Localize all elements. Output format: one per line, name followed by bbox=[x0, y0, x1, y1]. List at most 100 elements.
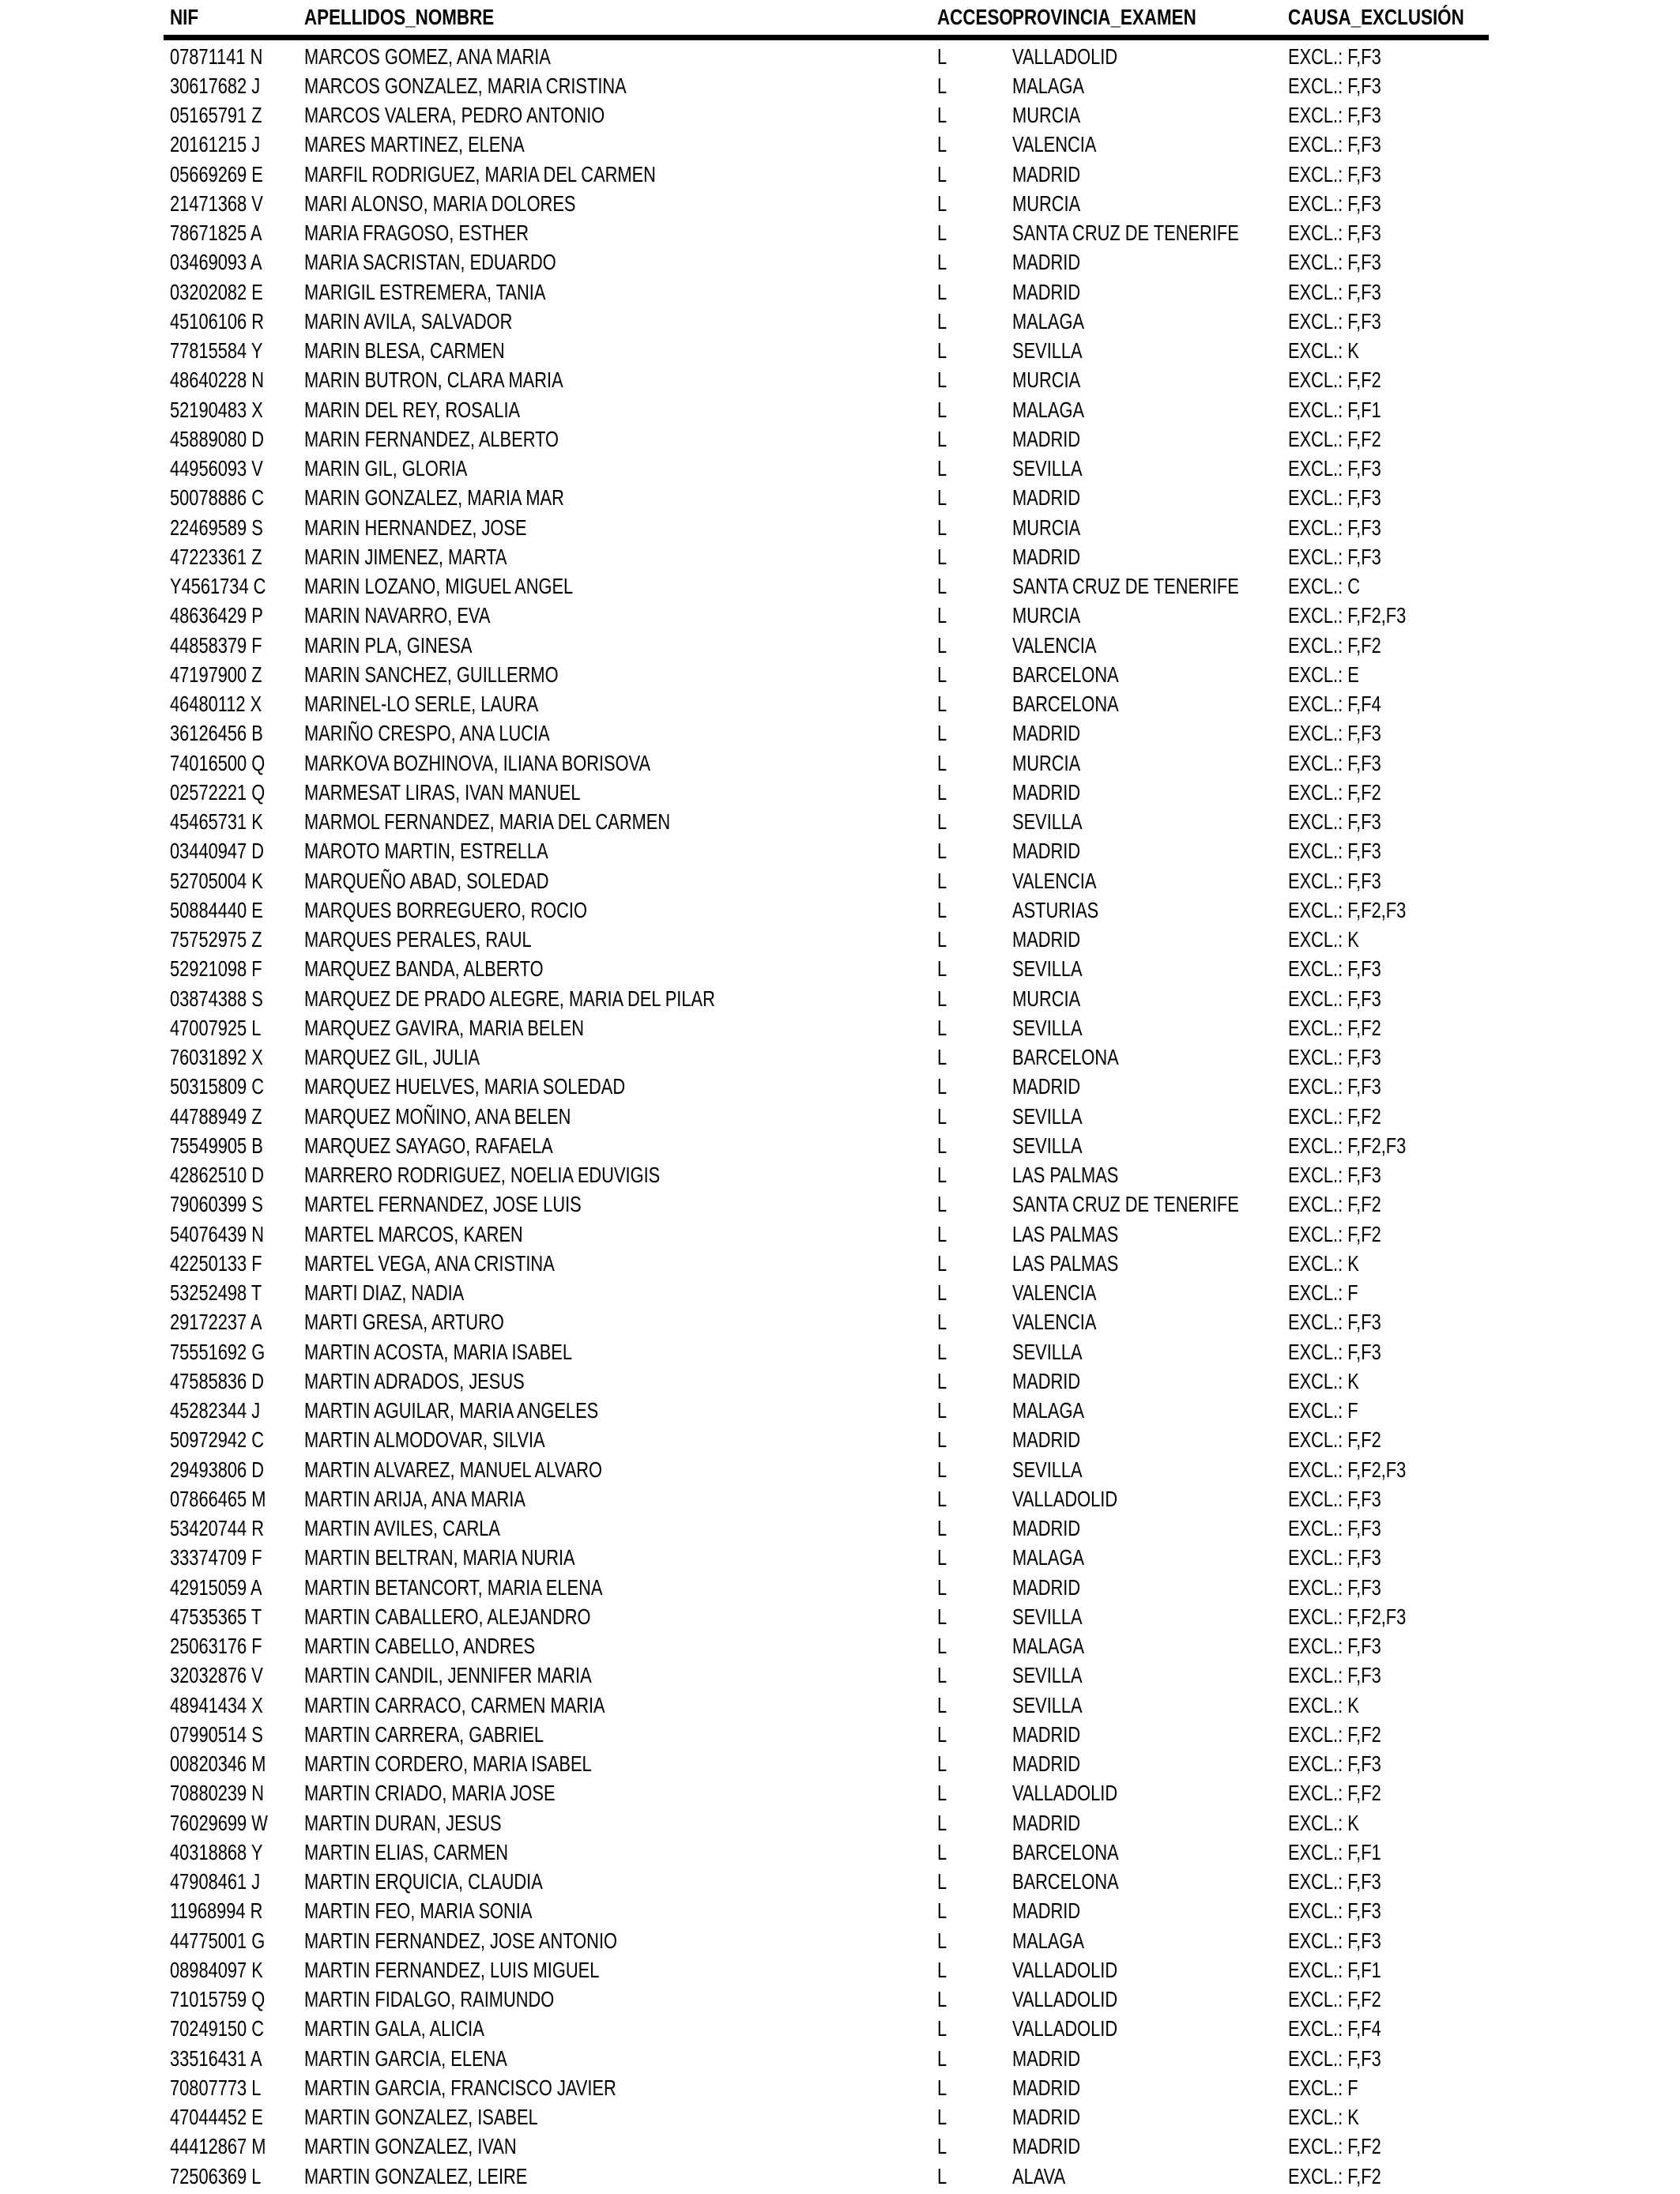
acceso-cell: L bbox=[937, 1692, 947, 1717]
nif-cell: 11968994 R bbox=[170, 1898, 263, 1924]
acceso-cell: L bbox=[937, 368, 947, 393]
table-row: 77815584 Y MARIN BLESA, CARMEN L SEVILLA… bbox=[170, 337, 1680, 366]
causa-exclusion-cell: EXCL.: F,F3 bbox=[1288, 1163, 1381, 1188]
acceso-cell: L bbox=[937, 1634, 947, 1659]
provincia-examen-cell: SEVILLA bbox=[1012, 956, 1083, 982]
provincia-examen-cell: VALLADOLID bbox=[1012, 1781, 1118, 1806]
apellidos-nombre-cell: MARTIN CABELLO, ANDRES bbox=[304, 1634, 536, 1659]
acceso-cell: L bbox=[937, 1457, 947, 1482]
apellidos-nombre-cell: MARIGIL ESTREMERA, TANIA bbox=[304, 279, 546, 304]
nif-cell: 45465731 K bbox=[170, 809, 263, 835]
provincia-examen-cell: VALENCIA bbox=[1012, 868, 1097, 893]
provincia-examen-cell: MADRID bbox=[1012, 279, 1081, 304]
apellidos-nombre-cell: MARCOS GOMEZ, ANA MARIA bbox=[304, 43, 551, 69]
nif-cell: 53420744 R bbox=[170, 1516, 265, 1541]
nif-cell: 50884440 E bbox=[170, 897, 263, 922]
causa-exclusion-cell: EXCL.: F,F3 bbox=[1288, 515, 1381, 540]
table-row: 45282344 J MARTIN AGUILAR, MARIA ANGELES… bbox=[170, 1397, 1680, 1426]
nif-cell: 50972942 C bbox=[170, 1427, 265, 1453]
acceso-cell: L bbox=[937, 839, 947, 864]
acceso-cell: L bbox=[937, 574, 947, 599]
acceso-cell: L bbox=[937, 485, 947, 511]
nif-cell: 33374709 F bbox=[170, 1545, 262, 1570]
apellidos-nombre-cell: MARTEL FERNANDEZ, JOSE LUIS bbox=[304, 1192, 582, 1217]
apellidos-nombre-cell: MARTIN FERNANDEZ, JOSE ANTONIO bbox=[304, 1928, 618, 1953]
acceso-cell: L bbox=[937, 132, 947, 157]
causa-exclusion-cell: EXCL.: F,F4 bbox=[1288, 2016, 1381, 2041]
apellidos-nombre-cell: MARFIL RODRIGUEZ, MARIA DEL CARMEN bbox=[304, 161, 656, 187]
provincia-examen-cell: MURCIA bbox=[1012, 190, 1081, 216]
table-row: 42862510 D MARRERO RODRIGUEZ, NOELIA EDU… bbox=[170, 1161, 1680, 1190]
table-row: 47535365 T MARTIN CABALLERO, ALEJANDRO L… bbox=[170, 1602, 1680, 1631]
nif-cell: 44412867 M bbox=[170, 2134, 266, 2159]
provincia-examen-cell: MADRID bbox=[1012, 721, 1081, 746]
provincia-examen-cell: MADRID bbox=[1012, 1574, 1081, 1600]
nif-cell: 00820346 M bbox=[170, 1751, 266, 1777]
table-row: 79060399 S MARTEL FERNANDEZ, JOSE LUIS L… bbox=[170, 1190, 1680, 1220]
causa-exclusion-cell: EXCL.: F,F2,F3 bbox=[1288, 897, 1407, 922]
table-row: 50315809 C MARQUEZ HUELVES, MARIA SOLEDA… bbox=[170, 1072, 1680, 1102]
table-row: 72506369 L MARTIN GONZALEZ, LEIRE L ALAV… bbox=[170, 2162, 1680, 2191]
apellidos-nombre-cell: MARTIN CABALLERO, ALEJANDRO bbox=[304, 1604, 591, 1629]
apellidos-nombre-cell: MARIN JIMENEZ, MARTA bbox=[304, 544, 507, 569]
causa-exclusion-cell: EXCL.: F,F3 bbox=[1288, 485, 1381, 511]
apellidos-nombre-cell: MARTIN DURAN, JESUS bbox=[304, 1810, 502, 1835]
acceso-cell: L bbox=[937, 750, 947, 775]
acceso-cell: L bbox=[937, 986, 947, 1011]
acceso-cell: L bbox=[937, 1310, 947, 1335]
nif-cell: 22469589 S bbox=[170, 515, 263, 540]
provincia-examen-cell: ASTURIAS bbox=[1012, 897, 1099, 922]
apellidos-nombre-cell: MARTIN GONZALEZ, LEIRE bbox=[304, 2163, 528, 2188]
apellidos-nombre-cell: MARES MARTINEZ, ELENA bbox=[304, 132, 525, 157]
provincia-examen-cell: MADRID bbox=[1012, 2045, 1081, 2071]
acceso-cell: L bbox=[937, 1604, 947, 1629]
causa-exclusion-cell: EXCL.: F,F3 bbox=[1288, 1545, 1381, 1570]
apellidos-nombre-cell: MARINEL-LO SERLE, LAURA bbox=[304, 692, 539, 717]
table-row: 52190483 X MARIN DEL REY, ROSALIA L MALA… bbox=[170, 395, 1680, 424]
table-row: 48636429 P MARIN NAVARRO, EVA L MURCIA E… bbox=[170, 601, 1680, 631]
causa-exclusion-cell: EXCL.: F,F1 bbox=[1288, 397, 1381, 422]
provincia-examen-cell: MURCIA bbox=[1012, 368, 1081, 393]
acceso-cell: L bbox=[937, 2105, 947, 2130]
apellidos-nombre-cell: MARQUEZ HUELVES, MARIA SOLEDAD bbox=[304, 1074, 626, 1099]
apellidos-nombre-cell: MARTIN FEO, MARIA SONIA bbox=[304, 1898, 533, 1924]
acceso-cell: L bbox=[937, 1250, 947, 1276]
nif-cell: 02572221 Q bbox=[170, 779, 266, 805]
causa-exclusion-cell: EXCL.: F,F2,F3 bbox=[1288, 603, 1407, 628]
provincia-examen-cell: MADRID bbox=[1012, 250, 1081, 275]
provincia-examen-cell: MADRID bbox=[1012, 1898, 1081, 1924]
acceso-cell: L bbox=[937, 1810, 947, 1835]
acceso-cell: L bbox=[937, 1721, 947, 1747]
table-row: 44412867 M MARTIN GONZALEZ, IVAN L MADRI… bbox=[170, 2132, 1680, 2162]
nif-cell: 40318868 Y bbox=[170, 1839, 263, 1864]
nif-cell: 76029699 W bbox=[170, 1810, 268, 1835]
causa-exclusion-cell: EXCL.: F,F3 bbox=[1288, 1310, 1381, 1335]
apellidos-nombre-cell: MARTIN CARRERA, GABRIEL bbox=[304, 1721, 544, 1747]
causa-exclusion-cell: EXCL.: F,F3 bbox=[1288, 43, 1381, 69]
table-row: 25063176 F MARTIN CABELLO, ANDRES L MALA… bbox=[170, 1632, 1680, 1661]
provincia-examen-cell: MALAGA bbox=[1012, 1928, 1085, 1953]
table-row: 47908461 J MARTIN ERQUICIA, CLAUDIA L BA… bbox=[170, 1868, 1680, 1897]
causa-exclusion-cell: EXCL.: F bbox=[1288, 1398, 1358, 1423]
provincia-examen-cell: MADRID bbox=[1012, 161, 1081, 187]
causa-exclusion-cell: EXCL.: F,F2 bbox=[1288, 2163, 1381, 2188]
nif-cell: 45106106 R bbox=[170, 308, 265, 334]
causa-exclusion-cell: EXCL.: F bbox=[1288, 2075, 1358, 2100]
nif-cell: 53252498 T bbox=[170, 1280, 262, 1306]
causa-exclusion-cell: EXCL.: K bbox=[1288, 927, 1359, 952]
provincia-examen-cell: VALENCIA bbox=[1012, 132, 1097, 157]
acceso-cell: L bbox=[937, 1192, 947, 1217]
apellidos-nombre-cell: MARIA FRAGOSO, ESTHER bbox=[304, 221, 529, 246]
column-header-acceso: ACCESO bbox=[937, 4, 1013, 29]
apellidos-nombre-cell: MARTIN GARCIA, ELENA bbox=[304, 2045, 507, 2071]
acceso-cell: L bbox=[937, 1221, 947, 1246]
acceso-cell: L bbox=[937, 1869, 947, 1894]
causa-exclusion-cell: EXCL.: F,F3 bbox=[1288, 221, 1381, 246]
provincia-examen-cell: MURCIA bbox=[1012, 515, 1081, 540]
nif-cell: 70807773 L bbox=[170, 2075, 262, 2100]
causa-exclusion-cell: EXCL.: K bbox=[1288, 1250, 1359, 1276]
provincia-examen-cell: MADRID bbox=[1012, 1074, 1081, 1099]
provincia-examen-cell: SEVILLA bbox=[1012, 1015, 1083, 1040]
acceso-cell: L bbox=[937, 279, 947, 304]
provincia-examen-cell: MADRID bbox=[1012, 1810, 1081, 1835]
